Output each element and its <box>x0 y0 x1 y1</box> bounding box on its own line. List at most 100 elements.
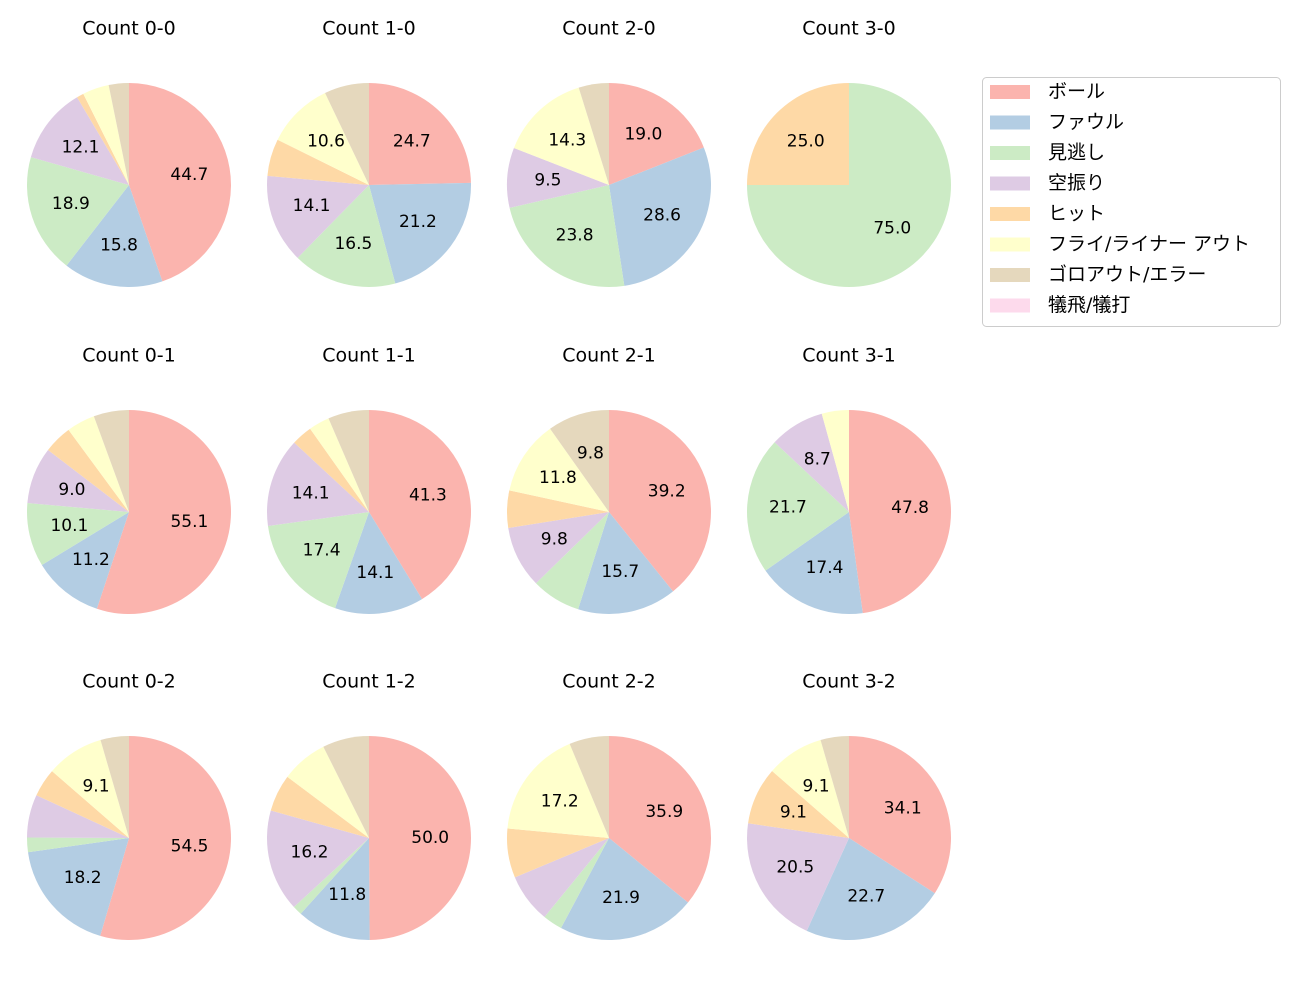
slice-label: 17.4 <box>303 541 341 561</box>
legend-swatch <box>990 146 1030 160</box>
pie-slice <box>26 157 130 266</box>
slice-label: 54.5 <box>171 837 209 857</box>
pie-slice <box>52 740 129 838</box>
pie-title: Count 0-2 <box>82 671 176 693</box>
slice-label: 14.3 <box>548 130 586 150</box>
slice-label: 35.9 <box>645 802 683 822</box>
pie-slice <box>369 410 472 600</box>
pie-slice <box>266 442 369 527</box>
pie-slice <box>747 442 849 571</box>
pie-slice <box>820 736 849 838</box>
pie-slice <box>507 490 609 528</box>
pie-slice <box>287 746 369 838</box>
pie-slice <box>277 92 369 185</box>
slice-label: 21.2 <box>399 212 437 232</box>
slice-label: 10.6 <box>307 131 345 151</box>
pie-slice <box>765 512 863 614</box>
pie-slice <box>100 736 129 838</box>
slice-label: 9.0 <box>58 480 85 500</box>
slice-label: 14.1 <box>292 484 330 504</box>
pie-title: Count 1-1 <box>322 345 416 367</box>
pie-title: Count 0-0 <box>82 18 176 40</box>
pie-slice <box>83 85 129 185</box>
pie-slice <box>507 743 609 838</box>
pie-title: Count 3-1 <box>802 345 896 367</box>
pie-slice <box>27 838 130 936</box>
slice-label: 21.9 <box>602 888 640 908</box>
pie-slice <box>297 185 396 287</box>
pie-chart: Count 2-2 35.9 21.9 17.2 <box>507 671 712 940</box>
slice-label: 9.8 <box>541 529 568 549</box>
pie-chart: Count 3-2 34.1 22.7 20.5 9.1 9.1 <box>747 671 952 941</box>
slice-label: 44.7 <box>170 165 208 185</box>
slice-label: 24.7 <box>393 131 431 151</box>
slice-label: 15.7 <box>601 562 639 582</box>
pie-slice <box>774 413 849 512</box>
pie-title: Count 2-2 <box>562 671 656 693</box>
pie-slice <box>108 83 129 185</box>
pie-chart: Count 1-0 24.7 21.2 16.514.1 10.6 <box>266 18 471 287</box>
pie-slice <box>27 449 129 512</box>
legend-swatch <box>990 237 1030 252</box>
slice-label: 50.0 <box>411 828 449 848</box>
pie-slice <box>267 139 369 185</box>
slice-label: 9.1 <box>803 776 830 796</box>
slice-label: 11.2 <box>72 550 110 570</box>
pie-slice <box>849 735 952 894</box>
pie-title: Count 2-0 <box>562 18 656 40</box>
pie-slice <box>821 410 849 512</box>
slice-label: 14.1 <box>356 563 394 583</box>
slice-label: 23.8 <box>556 226 594 246</box>
pie-slice <box>267 512 369 609</box>
legend-swatch <box>990 85 1030 99</box>
pie-slice <box>507 148 609 208</box>
legend-entry: ボール <box>1048 81 1105 103</box>
pie-slice <box>96 410 232 614</box>
pie-slice <box>335 512 423 615</box>
pie-slice <box>578 512 674 614</box>
slice-label: 15.8 <box>100 235 138 255</box>
slice-label: 11.8 <box>539 468 577 488</box>
pie-slice <box>748 771 849 838</box>
slice-label: 16.2 <box>291 842 329 862</box>
pie-slice <box>514 838 609 917</box>
pie-chart: Count 0-2 54.5 18.2 9.1 <box>27 671 231 940</box>
pie-title: Count 1-0 <box>322 18 416 40</box>
slice-label: 9.1 <box>82 776 109 796</box>
pie-slice <box>93 410 129 512</box>
slice-label: 12.1 <box>62 138 100 158</box>
slice-label: 22.7 <box>847 887 885 907</box>
pie-slice <box>48 429 129 512</box>
slice-label: 34.1 <box>884 799 922 819</box>
legend-swatch <box>990 115 1030 130</box>
legend-swatch <box>990 207 1030 221</box>
pie-slice <box>293 838 369 914</box>
pie-slice <box>369 182 471 284</box>
pie-slice <box>66 185 163 287</box>
slice-label: 9.8 <box>577 444 604 464</box>
pie-slice <box>266 175 369 258</box>
pie-slice <box>560 838 688 940</box>
slice-label: 75.0 <box>873 218 911 238</box>
pie-title: Count 1-2 <box>322 671 416 693</box>
slice-label: 17.2 <box>541 792 579 812</box>
pie-slice <box>369 83 471 185</box>
legend-entry: 犠飛/犠打 <box>1048 294 1130 316</box>
slice-label: 39.2 <box>648 482 686 502</box>
pie-slice <box>323 736 369 838</box>
pie-slice <box>513 87 609 185</box>
slice-label: 17.4 <box>806 558 844 578</box>
pie-slice <box>609 147 712 286</box>
pie-slice <box>772 740 849 838</box>
pie-title: Count 0-1 <box>82 345 176 367</box>
pie-slice <box>508 512 609 584</box>
pie-chart: Count 1-2 50.0 11.8 16.2 <box>266 671 472 940</box>
pie-slice <box>270 776 369 838</box>
pie-title: Count 2-1 <box>562 345 656 367</box>
pie-slice <box>294 428 369 512</box>
legend-swatch <box>990 176 1030 191</box>
pie-slice <box>30 97 129 185</box>
pie-slice <box>747 823 849 931</box>
